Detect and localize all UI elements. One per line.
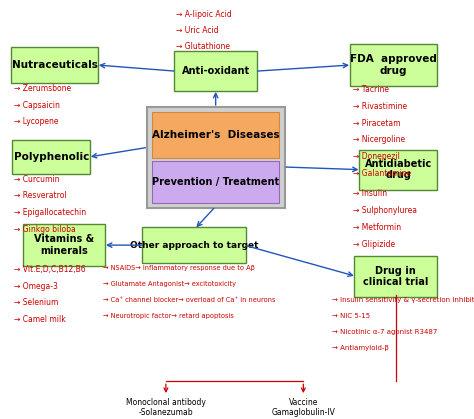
Text: Nutraceuticals: Nutraceuticals (11, 60, 98, 70)
FancyBboxPatch shape (174, 52, 257, 91)
Text: → Capsaicin: → Capsaicin (14, 101, 60, 109)
Text: → Zerumsbone: → Zerumsbone (14, 84, 72, 93)
Text: → Insulin sensitivity & γ-secretion inhibitor: → Insulin sensitivity & γ-secretion inhi… (332, 297, 474, 303)
Text: Drug in
clinical trial: Drug in clinical trial (363, 266, 428, 287)
FancyBboxPatch shape (11, 47, 99, 83)
Text: FDA  approved
drug: FDA approved drug (350, 54, 437, 76)
Text: → Curcumin: → Curcumin (14, 175, 60, 184)
Text: → Omega-3: → Omega-3 (14, 282, 58, 290)
Text: → Ca⁺ channel blocker→ overload of Ca⁺ in neurons: → Ca⁺ channel blocker→ overload of Ca⁺ i… (103, 297, 276, 303)
FancyBboxPatch shape (359, 150, 437, 189)
Text: Prevention / Treatment: Prevention / Treatment (152, 177, 279, 186)
Text: → Galantamine: → Galantamine (353, 169, 411, 178)
FancyBboxPatch shape (12, 140, 90, 174)
Text: → Nicergoline: → Nicergoline (353, 135, 405, 144)
Text: Polyphenolic: Polyphenolic (13, 152, 89, 162)
FancyBboxPatch shape (23, 224, 106, 266)
FancyBboxPatch shape (354, 256, 437, 297)
Text: Other approach to target: Other approach to target (130, 241, 259, 250)
Text: → NIC 5-15: → NIC 5-15 (332, 313, 370, 319)
Text: → Metformin: → Metformin (353, 223, 401, 232)
Text: Alzheimer's  Diseases: Alzheimer's Diseases (152, 129, 280, 140)
Text: Vitamins &
minerals: Vitamins & minerals (34, 234, 94, 256)
Text: → Camel milk: → Camel milk (14, 315, 66, 324)
Text: → A-lipoic Acid: → A-lipoic Acid (176, 10, 232, 19)
Text: Antidiabetic
drug: Antidiabetic drug (365, 159, 432, 181)
Text: → Piracetam: → Piracetam (353, 119, 401, 127)
Text: → Selenium: → Selenium (14, 298, 59, 307)
FancyBboxPatch shape (152, 111, 279, 158)
Text: → Ginkgo biloba: → Ginkgo biloba (14, 225, 76, 234)
Text: → Sulphonylurea: → Sulphonylurea (353, 206, 417, 215)
Text: → Vit.E,D,C,B12,B6: → Vit.E,D,C,B12,B6 (14, 265, 86, 274)
Text: → Lycopene: → Lycopene (14, 117, 59, 126)
Text: → Neurotropic factor→ retard apoptosis: → Neurotropic factor→ retard apoptosis (103, 313, 234, 318)
FancyBboxPatch shape (349, 44, 437, 86)
Text: → Antiamyloid-β: → Antiamyloid-β (332, 345, 389, 351)
Text: → Glutamate Antagonist→ excitotoxicity: → Glutamate Antagonist→ excitotoxicity (103, 281, 237, 287)
Text: → Nicotinic α-7 agonist R3487: → Nicotinic α-7 agonist R3487 (332, 329, 437, 335)
Text: → Resveratrol: → Resveratrol (14, 191, 67, 200)
Text: → Donepezil: → Donepezil (353, 152, 400, 161)
FancyBboxPatch shape (152, 160, 279, 202)
Text: → Epigallocatechin: → Epigallocatechin (14, 208, 86, 217)
Text: → Uric Acid: → Uric Acid (176, 26, 219, 35)
Text: Vaccine
Gamaglobulin-IV: Vaccine Gamaglobulin-IV (272, 398, 335, 417)
Text: → Tacrine: → Tacrine (353, 85, 389, 94)
Text: → Rivastimine: → Rivastimine (353, 102, 407, 111)
Text: Anti-oxidant: Anti-oxidant (182, 66, 250, 76)
Text: → Insulin: → Insulin (353, 189, 387, 198)
Text: → NSAIDS→ inflammatory response due to Aβ: → NSAIDS→ inflammatory response due to A… (103, 265, 255, 271)
Text: → Glutathione: → Glutathione (176, 42, 230, 51)
FancyBboxPatch shape (142, 227, 246, 263)
Text: Monoclonal antibody
-Solanezumab: Monoclonal antibody -Solanezumab (126, 398, 206, 417)
Text: → Glipizide: → Glipizide (353, 240, 395, 248)
FancyBboxPatch shape (147, 106, 284, 207)
